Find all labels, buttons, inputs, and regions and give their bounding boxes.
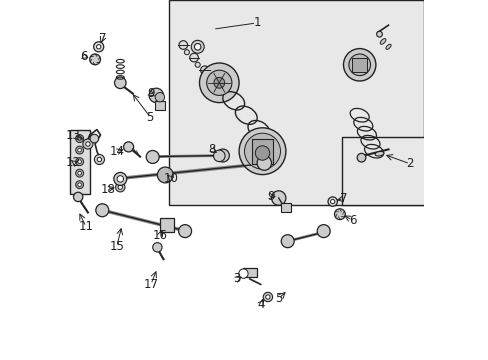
Text: 18: 18 (100, 183, 115, 195)
Circle shape (89, 54, 101, 65)
Text: 13: 13 (66, 129, 81, 141)
Circle shape (85, 142, 90, 146)
Circle shape (327, 197, 337, 206)
Circle shape (97, 157, 102, 162)
Circle shape (179, 41, 187, 49)
Circle shape (194, 44, 201, 50)
Circle shape (213, 77, 224, 88)
Text: 17: 17 (143, 278, 158, 291)
Ellipse shape (385, 44, 390, 49)
Bar (341, 137, 424, 205)
Text: 6: 6 (81, 50, 88, 63)
Circle shape (334, 209, 345, 220)
Circle shape (78, 137, 81, 140)
Circle shape (94, 42, 103, 52)
Circle shape (257, 156, 271, 170)
Circle shape (149, 88, 163, 103)
Circle shape (76, 135, 83, 143)
Circle shape (96, 45, 101, 49)
Circle shape (146, 150, 159, 163)
Circle shape (178, 225, 191, 238)
Text: 9: 9 (147, 87, 154, 100)
Circle shape (94, 154, 104, 165)
Circle shape (76, 158, 83, 166)
Circle shape (330, 199, 334, 204)
Circle shape (184, 50, 189, 55)
Text: 11: 11 (79, 220, 93, 233)
Circle shape (200, 66, 209, 75)
Circle shape (123, 142, 133, 152)
Circle shape (255, 146, 269, 160)
Circle shape (244, 133, 280, 169)
Text: 5: 5 (146, 111, 154, 123)
Circle shape (73, 192, 82, 202)
Text: 16: 16 (152, 229, 167, 242)
Text: 7: 7 (339, 192, 346, 205)
Circle shape (78, 183, 81, 186)
Polygon shape (168, 0, 424, 205)
Bar (352, 58, 366, 72)
Bar (70, 130, 89, 194)
Text: 12: 12 (66, 156, 81, 168)
Circle shape (238, 269, 247, 278)
Circle shape (157, 167, 173, 183)
Circle shape (96, 204, 108, 217)
Circle shape (115, 183, 125, 192)
Circle shape (271, 191, 285, 205)
Bar (280, 203, 291, 212)
Circle shape (356, 153, 365, 162)
Circle shape (78, 171, 81, 175)
Circle shape (82, 139, 93, 149)
Text: 3: 3 (233, 273, 241, 285)
Text: 4: 4 (256, 298, 264, 311)
Ellipse shape (374, 152, 383, 156)
Circle shape (76, 169, 83, 177)
Text: 1: 1 (253, 16, 261, 29)
Bar (154, 101, 165, 110)
Circle shape (90, 134, 99, 143)
Bar (251, 139, 273, 164)
Text: 6: 6 (348, 214, 356, 227)
Circle shape (155, 93, 164, 102)
Text: 15: 15 (109, 240, 124, 253)
Circle shape (216, 149, 229, 162)
Circle shape (152, 243, 162, 252)
Circle shape (263, 292, 272, 302)
Circle shape (195, 62, 200, 67)
Circle shape (213, 150, 224, 162)
Circle shape (317, 225, 329, 238)
Ellipse shape (380, 39, 385, 44)
Circle shape (118, 185, 122, 189)
Circle shape (199, 63, 239, 103)
Circle shape (205, 75, 211, 80)
Circle shape (114, 172, 126, 185)
Bar (160, 218, 174, 232)
Text: 7: 7 (99, 32, 106, 45)
Circle shape (281, 235, 294, 248)
Bar (242, 268, 257, 277)
Text: 9: 9 (267, 190, 275, 203)
Text: 14: 14 (109, 145, 124, 158)
Circle shape (114, 77, 126, 89)
Circle shape (117, 176, 123, 182)
Text: 2: 2 (406, 157, 413, 170)
Circle shape (76, 181, 83, 189)
Circle shape (78, 160, 81, 163)
Circle shape (343, 49, 375, 81)
Circle shape (191, 40, 204, 53)
Circle shape (265, 295, 269, 299)
Circle shape (376, 31, 382, 37)
Circle shape (206, 70, 231, 95)
Circle shape (76, 146, 83, 154)
Text: 8: 8 (208, 143, 215, 156)
Circle shape (348, 54, 370, 76)
Circle shape (239, 128, 285, 175)
Text: 5: 5 (274, 292, 282, 305)
Circle shape (189, 53, 198, 62)
Circle shape (78, 148, 81, 152)
Text: 10: 10 (163, 172, 178, 185)
